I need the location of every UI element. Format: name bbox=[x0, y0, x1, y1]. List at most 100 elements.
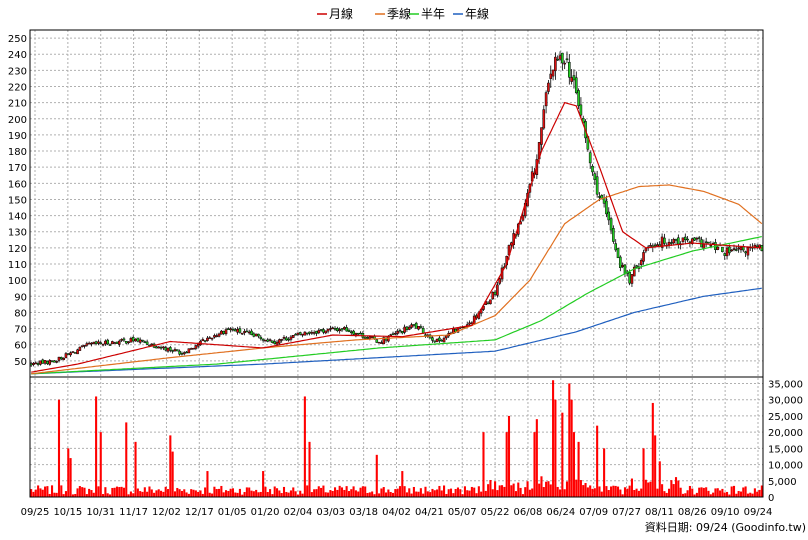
volume-bar bbox=[301, 493, 304, 497]
candle-body bbox=[670, 242, 673, 244]
volume-bar bbox=[173, 491, 177, 497]
volume-bar bbox=[681, 493, 685, 497]
price-tick-label: 250 bbox=[8, 34, 27, 45]
price-tick-label: 90 bbox=[14, 292, 27, 303]
volume-bar bbox=[475, 493, 478, 497]
price-tick-label: 180 bbox=[8, 147, 27, 158]
volume-bar bbox=[292, 487, 295, 497]
volume-bar bbox=[482, 432, 485, 497]
date-tick-label: 06/24 bbox=[546, 507, 575, 518]
volume-bar bbox=[749, 492, 752, 497]
candle-body bbox=[656, 244, 659, 247]
volume-bar bbox=[702, 487, 705, 497]
volume-bar bbox=[563, 489, 566, 497]
volume-bar bbox=[512, 483, 515, 497]
candle-body bbox=[101, 343, 105, 346]
candle-body bbox=[159, 346, 163, 349]
candle-body bbox=[702, 243, 706, 249]
candle-body bbox=[245, 330, 249, 333]
volume-bar bbox=[538, 483, 541, 497]
volume-bar bbox=[69, 458, 72, 497]
volume-bar bbox=[668, 488, 671, 497]
price-tick-label: 60 bbox=[14, 341, 27, 352]
volume-bar bbox=[405, 492, 408, 497]
volume-bar bbox=[726, 491, 729, 497]
candle-body bbox=[375, 339, 379, 343]
volume-bar bbox=[679, 487, 682, 497]
volume-bar bbox=[468, 490, 471, 497]
candle-body bbox=[259, 336, 263, 339]
volume-bar bbox=[220, 485, 223, 497]
candle-body bbox=[363, 336, 367, 339]
legend: 月線 季線 半年 年線 bbox=[317, 6, 489, 21]
date-tick-label: 09/24 bbox=[744, 507, 773, 518]
date-tick-label: 05/22 bbox=[481, 507, 510, 518]
candle-body bbox=[41, 359, 45, 364]
volume-bar bbox=[649, 481, 652, 497]
volume-bar bbox=[222, 492, 225, 497]
date-tick-label: 10/31 bbox=[86, 507, 115, 518]
volume-bar bbox=[716, 488, 719, 497]
volume-bar bbox=[273, 486, 276, 497]
grid bbox=[30, 30, 763, 498]
candle-body bbox=[554, 56, 557, 72]
volume-bar bbox=[719, 490, 722, 497]
candle-body bbox=[48, 360, 52, 365]
volume-bar bbox=[125, 422, 128, 497]
volume-bar bbox=[684, 493, 687, 497]
volume-bar bbox=[211, 493, 214, 497]
volume-bar bbox=[572, 432, 575, 497]
volume-bar bbox=[500, 485, 504, 497]
volume-bar bbox=[333, 487, 337, 497]
volume-bar bbox=[408, 488, 411, 497]
volume-bar bbox=[526, 481, 529, 497]
volume-bar bbox=[732, 485, 736, 497]
ma-month-line bbox=[31, 101, 762, 373]
volume-bar bbox=[531, 488, 534, 497]
candle-body bbox=[389, 334, 392, 336]
candle-body bbox=[201, 339, 205, 342]
volume-bar bbox=[111, 487, 114, 497]
volume-bar bbox=[584, 483, 587, 497]
volume-bar bbox=[433, 490, 436, 497]
candle-body bbox=[157, 346, 161, 349]
volume-bar bbox=[524, 487, 527, 497]
candle-body bbox=[352, 330, 355, 335]
candle-body bbox=[92, 341, 96, 344]
volume-bar bbox=[695, 492, 698, 497]
volume-tick-label: 0 bbox=[768, 493, 774, 504]
volume-bars bbox=[30, 380, 763, 497]
candle-body bbox=[217, 333, 221, 337]
candle-body bbox=[317, 330, 321, 334]
candle-body bbox=[565, 58, 569, 61]
candle-body bbox=[62, 358, 65, 361]
candle-body bbox=[224, 329, 228, 335]
volume-bar bbox=[670, 480, 673, 497]
volume-bar bbox=[621, 494, 624, 497]
volume-bar bbox=[565, 481, 569, 497]
volume-bar bbox=[55, 492, 58, 497]
candle-body bbox=[162, 346, 165, 349]
volume-tick-label: 15,000 bbox=[768, 444, 803, 455]
candle-body bbox=[257, 333, 260, 337]
volume-bar bbox=[633, 489, 636, 497]
volume-bar bbox=[540, 476, 543, 497]
volume-bar bbox=[136, 488, 139, 497]
price-tick-label: 120 bbox=[8, 244, 27, 255]
candle-body bbox=[39, 360, 42, 365]
volume-tick-label: 30,000 bbox=[768, 396, 803, 407]
candle-body bbox=[69, 352, 72, 356]
candle-body bbox=[268, 339, 272, 341]
candle-body bbox=[73, 352, 77, 354]
volume-bar bbox=[354, 490, 357, 497]
volume-bar bbox=[134, 441, 137, 497]
volume-bar bbox=[329, 490, 332, 497]
candle-body bbox=[558, 55, 562, 60]
candle-body bbox=[739, 246, 743, 251]
volume-bar bbox=[224, 490, 228, 497]
volume-bar bbox=[199, 490, 202, 497]
candle-body bbox=[180, 353, 184, 355]
volume-bar bbox=[642, 448, 645, 497]
candle-body bbox=[394, 332, 397, 335]
volume-bar bbox=[129, 491, 132, 497]
